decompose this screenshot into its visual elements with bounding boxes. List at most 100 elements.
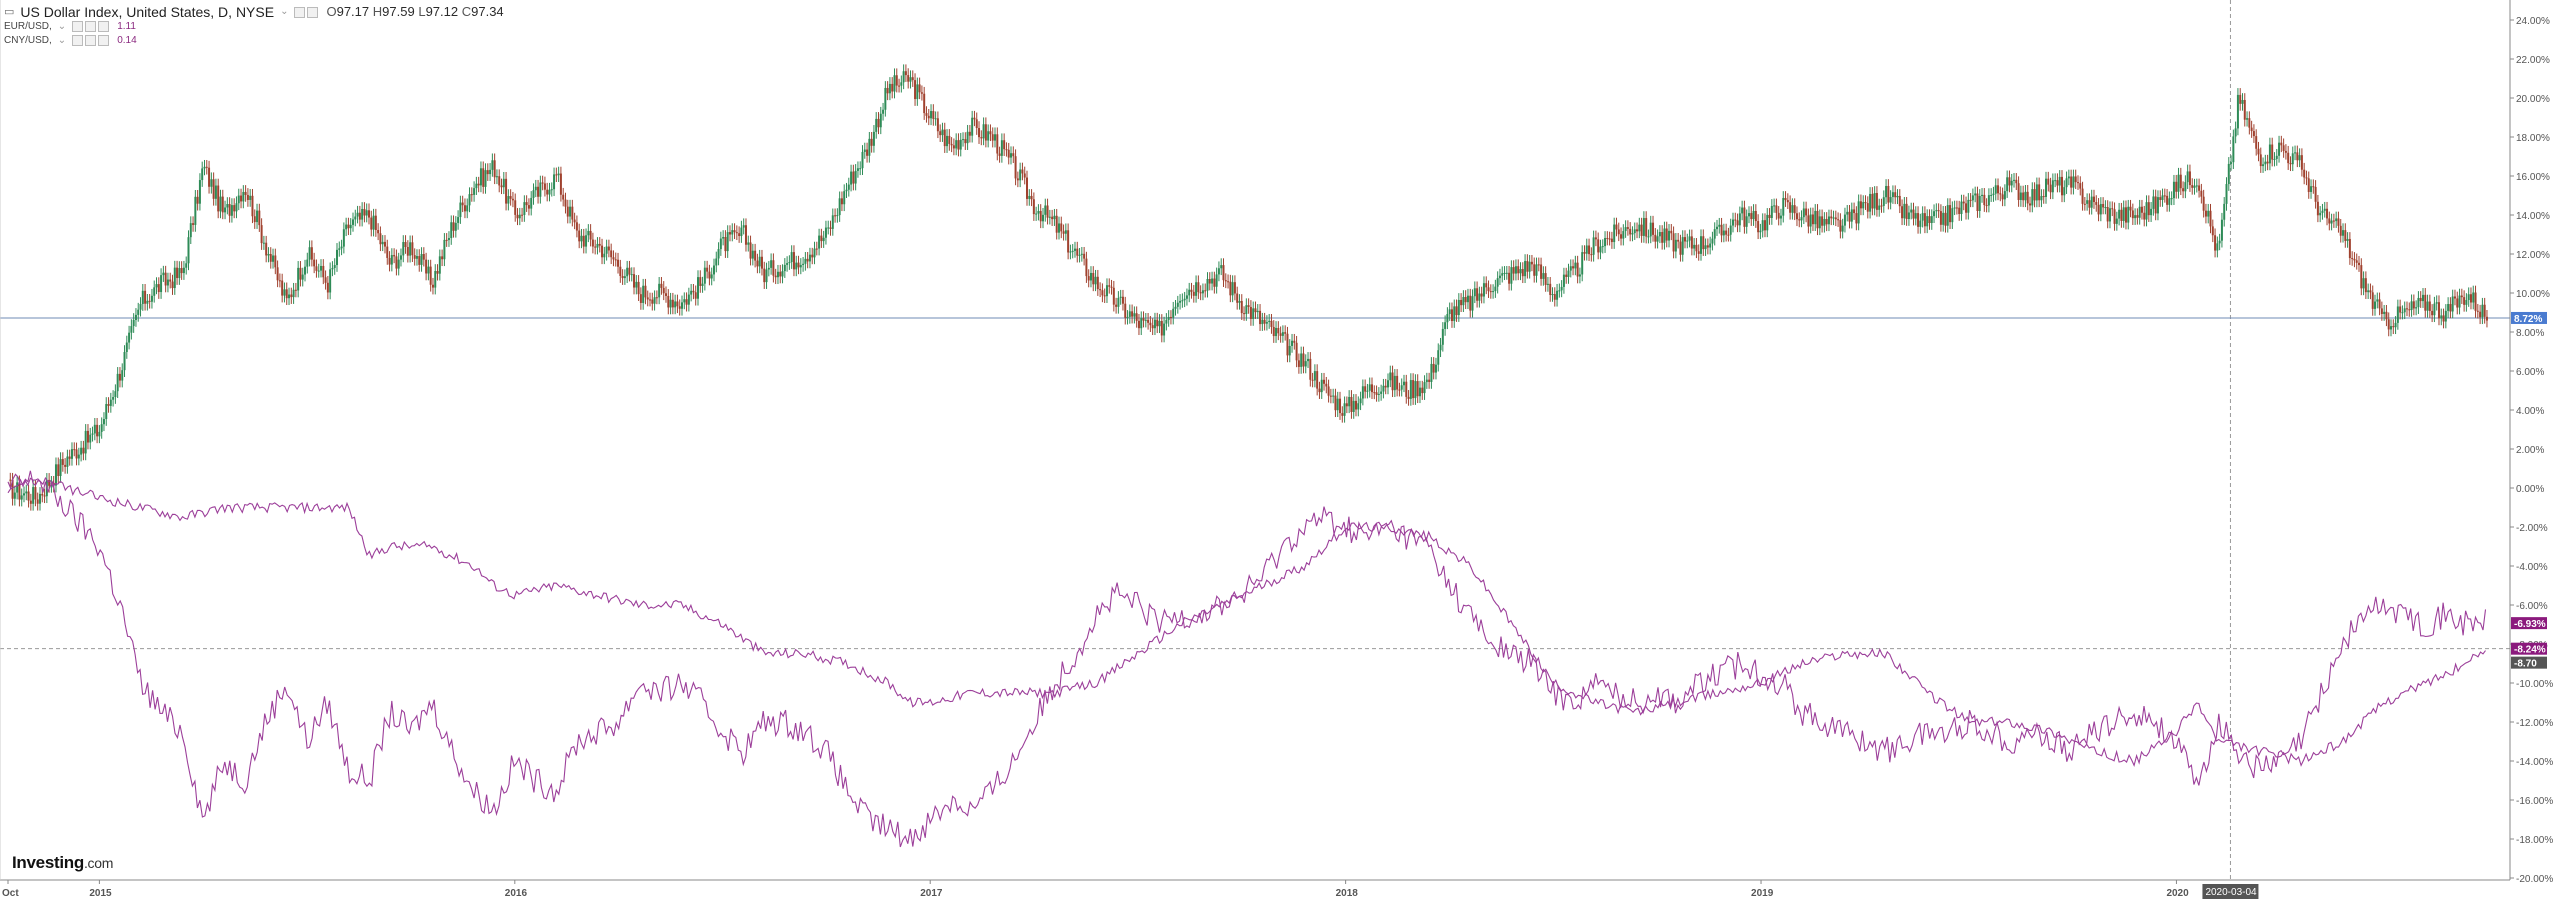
candle-body xyxy=(1332,395,1335,397)
x-tick-label: 2015 xyxy=(89,888,112,899)
candle-body xyxy=(208,167,211,187)
candle-body xyxy=(1195,282,1198,296)
candle-body xyxy=(2460,295,2463,298)
overlay-setting-boxes[interactable] xyxy=(72,33,111,49)
candle-body xyxy=(1405,381,1408,397)
candle-body xyxy=(1581,252,1584,275)
candle-body xyxy=(29,500,32,504)
candle-body xyxy=(1544,273,1547,285)
candle-body xyxy=(429,266,432,285)
candle-body xyxy=(2483,304,2486,317)
candle-body xyxy=(2239,94,2242,104)
candle-body xyxy=(1398,389,1401,391)
candle-body xyxy=(326,282,329,293)
candle-body xyxy=(1151,325,1154,329)
candle-body xyxy=(1460,299,1463,306)
candle-body xyxy=(226,204,229,208)
candle-body xyxy=(2367,290,2370,293)
candle-body xyxy=(306,259,309,267)
candle-body xyxy=(1757,221,1760,233)
candle-body xyxy=(2097,204,2100,215)
candle-body xyxy=(381,241,384,245)
candle-body xyxy=(1371,384,1373,393)
candle-body xyxy=(1907,212,1910,220)
candle-body xyxy=(649,299,652,301)
candle-body xyxy=(2129,206,2132,211)
candle-body xyxy=(1380,391,1383,394)
candle-body xyxy=(589,230,592,240)
x-tick-label: 2020 xyxy=(2166,888,2189,899)
candle-body xyxy=(1686,240,1689,242)
candle-body xyxy=(180,268,183,274)
candle-body xyxy=(799,264,802,268)
candle-body xyxy=(2067,176,2070,179)
candle-body xyxy=(1617,229,1620,235)
candle-body xyxy=(950,143,953,146)
candle-body xyxy=(726,232,729,252)
candle-body xyxy=(2127,206,2130,223)
candle-body xyxy=(1247,305,1250,307)
candle-body xyxy=(1830,216,1833,219)
candle-body xyxy=(276,267,279,281)
candle-body xyxy=(1766,214,1769,231)
candle-body xyxy=(1560,286,1563,291)
candle-body xyxy=(1476,288,1479,301)
candle-body xyxy=(1183,298,1186,301)
candle-body xyxy=(1850,209,1853,222)
candle-body xyxy=(1793,205,1796,214)
candle-body xyxy=(2019,192,2022,200)
candle-body xyxy=(123,352,126,371)
candle-body xyxy=(2415,307,2418,309)
candle-body xyxy=(1990,194,1993,196)
candle-body xyxy=(2467,294,2470,301)
candle-body xyxy=(735,232,738,234)
candle-body xyxy=(1224,280,1227,282)
candle-body xyxy=(1731,219,1734,226)
y-tick-label: 20.00% xyxy=(2516,94,2550,105)
y-tick-label: 18.00% xyxy=(2516,133,2550,144)
candle-body xyxy=(1375,392,1378,395)
candle-body xyxy=(866,149,869,156)
candle-body xyxy=(1620,234,1623,239)
candle-body xyxy=(1480,293,1483,297)
candle-body xyxy=(836,215,839,217)
candle-body xyxy=(1905,203,1908,220)
candle-body xyxy=(2316,201,2319,216)
chevron-down-icon[interactable]: ⌄ xyxy=(280,6,289,17)
candle-body xyxy=(751,250,754,259)
candle-body xyxy=(1912,209,1915,219)
candle-body xyxy=(283,289,286,296)
chevron-down-icon[interactable]: ⌄ xyxy=(57,35,67,46)
candle-body xyxy=(1677,239,1680,242)
chevron-down-icon[interactable]: ⌄ xyxy=(57,21,67,32)
candle-body xyxy=(1981,194,1984,196)
candle-body xyxy=(802,263,805,265)
candle-body xyxy=(722,237,725,239)
candle-body xyxy=(1316,371,1319,389)
candle-body xyxy=(479,168,482,186)
candle-body xyxy=(1955,207,1958,209)
candle-body xyxy=(1382,385,1385,392)
candle-body xyxy=(1501,273,1504,276)
candle-body xyxy=(1841,225,1844,232)
candle-body xyxy=(1709,243,1712,248)
y-tick-label: -14.00% xyxy=(2516,757,2553,768)
candle-body xyxy=(1997,185,2000,194)
candle-body xyxy=(875,118,878,132)
legend-settings-boxes[interactable] xyxy=(294,4,320,20)
candle-body xyxy=(948,135,951,144)
candle-body xyxy=(2250,127,2253,132)
collapse-icon[interactable]: ▭ xyxy=(4,6,15,18)
candle-body xyxy=(2022,192,2025,201)
overlay-setting-boxes[interactable] xyxy=(72,19,111,35)
candle-body xyxy=(1875,192,1878,210)
candle-body xyxy=(980,137,983,139)
candle-body xyxy=(505,178,508,204)
candle-body xyxy=(1368,384,1371,391)
candle-body xyxy=(827,227,830,229)
candle-body xyxy=(756,260,759,267)
candle-body xyxy=(1832,217,1835,219)
candle-body xyxy=(1629,228,1632,235)
candle-body xyxy=(118,373,121,381)
candle-body xyxy=(1715,226,1718,230)
